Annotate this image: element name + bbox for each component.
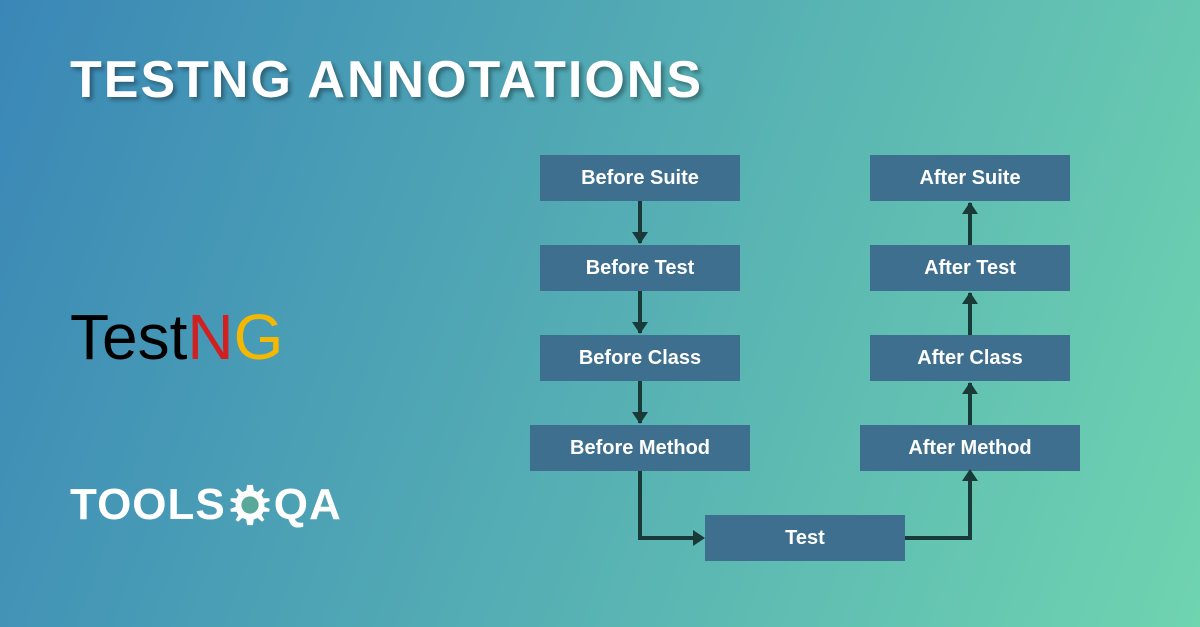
flow-box-after-2: After Class <box>870 335 1070 381</box>
testng-logo: TestNG <box>70 300 283 374</box>
flow-box-before-2: Before Class <box>540 335 740 381</box>
connector-left-v <box>638 471 642 538</box>
flow-box-before-0: Before Suite <box>540 155 740 201</box>
toolsqa-logo: TOOLS QA <box>70 480 342 530</box>
flow-box-after-0: After Suite <box>870 155 1070 201</box>
toolsqa-tools-text: TOOLS <box>70 480 226 530</box>
arrow-down-2 <box>638 381 642 423</box>
flow-box-before-3: Before Method <box>530 425 750 471</box>
arrow-up-1 <box>968 293 972 335</box>
flow-box-after-3: After Method <box>860 425 1080 471</box>
flow-box-before-1: Before Test <box>540 245 740 291</box>
connector-left-arrowhead <box>693 530 705 546</box>
testng-logo-g: G <box>234 301 284 373</box>
flow-box-test: Test <box>705 515 905 561</box>
arrow-up-2 <box>968 383 972 425</box>
connector-right-h <box>905 536 972 540</box>
toolsqa-qa-text: QA <box>274 480 342 530</box>
flowchart: Before SuiteBefore TestBefore ClassBefor… <box>540 155 1150 595</box>
gear-icon <box>226 481 274 529</box>
page-title: TESTNG ANNOTATIONS <box>70 50 703 110</box>
connector-right-v <box>968 481 972 538</box>
testng-logo-n: N <box>187 301 233 373</box>
arrow-up-0 <box>968 203 972 245</box>
arrow-down-1 <box>638 291 642 333</box>
flow-box-after-1: After Test <box>870 245 1070 291</box>
arrow-down-0 <box>638 201 642 243</box>
testng-logo-test: Test <box>70 301 187 373</box>
connector-left-h <box>638 536 695 540</box>
connector-right-arrowhead <box>962 469 978 481</box>
